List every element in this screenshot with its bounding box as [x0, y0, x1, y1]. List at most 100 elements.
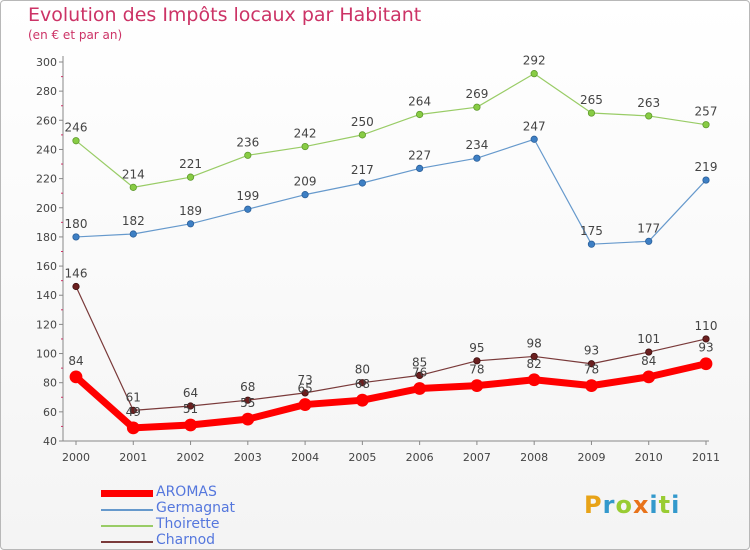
data-point-aromas	[355, 393, 369, 407]
data-point-thoirette	[186, 173, 195, 181]
proxiti-logo: Proxiti	[584, 491, 680, 519]
data-point-aromas	[642, 370, 656, 384]
data-label-aromas: 84	[68, 354, 83, 368]
data-point-thoirette	[530, 70, 538, 78]
data-label-thoirette: 250	[351, 115, 374, 129]
data-label-charnod: 98	[527, 336, 542, 350]
data-point-charnod	[702, 335, 710, 343]
x-tick-label: 2011	[692, 451, 720, 464]
data-point-germagnat	[587, 240, 596, 248]
data-label-thoirette: 264	[408, 94, 431, 108]
data-point-charnod	[473, 357, 481, 365]
data-label-germagnat: 227	[408, 148, 431, 162]
data-point-thoirette	[587, 109, 596, 117]
data-label-charnod: 68	[240, 380, 255, 394]
legend-item-aromas: AROMAS	[101, 484, 321, 501]
data-label-charnod: 146	[65, 266, 88, 280]
data-point-aromas	[298, 398, 312, 411]
legend-swatch-thoirette	[101, 525, 153, 527]
legend-label-germagnat: Germagnat	[156, 500, 236, 516]
series-line-germagnat	[75, 138, 707, 245]
data-point-thoirette	[358, 131, 366, 139]
data-point-charnod	[587, 360, 596, 368]
data-point-thoirette	[72, 137, 80, 145]
data-label-aromas: 93	[698, 341, 713, 355]
data-point-aromas	[241, 412, 255, 426]
legend-swatch-aromas	[101, 490, 153, 497]
y-tick-label: 60	[43, 406, 57, 419]
legend-swatch-germagnat	[101, 509, 153, 511]
data-point-germagnat	[416, 164, 424, 173]
data-label-charnod: 93	[584, 344, 599, 358]
data-point-charnod	[186, 402, 195, 410]
data-point-germagnat	[702, 176, 710, 184]
data-point-thoirette	[473, 103, 481, 111]
data-label-thoirette: 214	[122, 167, 145, 181]
data-point-thoirette	[129, 183, 137, 191]
data-point-aromas	[527, 373, 541, 387]
data-label-thoirette: 265	[580, 93, 603, 107]
data-label-charnod: 73	[297, 373, 312, 387]
data-label-germagnat: 209	[294, 175, 317, 189]
data-label-thoirette: 221	[179, 157, 202, 171]
data-label-thoirette: 263	[637, 96, 660, 110]
logo-letter: r	[602, 491, 616, 519]
y-tick-label: 260	[36, 114, 57, 127]
y-tick-label: 240	[36, 143, 57, 156]
data-point-charnod	[72, 282, 80, 291]
x-tick-label: 2009	[577, 451, 605, 464]
data-label-aromas: 82	[527, 357, 542, 371]
data-point-charnod	[416, 371, 424, 380]
data-label-thoirette: 246	[65, 121, 88, 135]
data-point-aromas	[699, 357, 713, 371]
data-point-germagnat	[244, 205, 252, 213]
x-tick-label: 2007	[463, 451, 491, 464]
data-point-aromas	[413, 382, 427, 395]
legend-item-charnod: Charnod	[101, 532, 321, 549]
data-label-germagnat: 180	[65, 217, 88, 231]
data-label-germagnat: 182	[122, 214, 145, 228]
data-label-charnod: 61	[126, 390, 141, 404]
series-line-charnod	[75, 285, 707, 411]
y-tick-label: 180	[36, 231, 57, 244]
x-tick-label: 2000	[62, 451, 90, 464]
logo-letter: i	[649, 491, 659, 519]
data-label-germagnat: 234	[465, 138, 488, 152]
data-point-germagnat	[358, 179, 366, 187]
x-tick-label: 2008	[520, 451, 548, 464]
y-tick-label: 40	[43, 435, 57, 448]
data-point-germagnat	[473, 154, 481, 162]
data-label-aromas: 84	[641, 354, 656, 368]
logo-letter: o	[615, 491, 633, 519]
data-label-charnod: 110	[695, 319, 718, 333]
data-label-charnod: 95	[469, 341, 484, 355]
y-tick-label: 140	[36, 289, 57, 302]
logo-letter: P	[584, 491, 603, 519]
data-label-aromas: 76	[412, 366, 427, 380]
chart-legend: AROMAS Germagnat Thoirette Charnod	[101, 484, 321, 549]
x-tick-label: 2001	[119, 451, 147, 464]
data-point-germagnat	[72, 233, 80, 241]
data-point-charnod	[129, 406, 137, 414]
data-point-germagnat	[530, 135, 538, 143]
data-label-thoirette: 257	[695, 105, 718, 119]
data-label-germagnat: 175	[580, 224, 603, 238]
y-tick-label: 220	[36, 173, 57, 186]
data-point-thoirette	[416, 110, 424, 119]
legend-label-charnod: Charnod	[156, 532, 216, 548]
data-label-germagnat: 217	[351, 163, 374, 177]
data-point-aromas	[184, 418, 197, 432]
chart-subtitle: (en € et par an)	[28, 28, 123, 42]
data-label-germagnat: 189	[179, 204, 202, 218]
data-label-germagnat: 247	[523, 119, 546, 133]
y-tick-label: 100	[36, 348, 57, 361]
data-point-thoirette	[645, 112, 653, 120]
data-point-thoirette	[702, 121, 710, 129]
data-label-germagnat: 177	[637, 221, 660, 235]
data-point-thoirette	[244, 151, 252, 159]
data-point-thoirette	[301, 142, 309, 151]
data-point-germagnat	[129, 230, 137, 238]
series-line-aromas	[72, 360, 710, 432]
